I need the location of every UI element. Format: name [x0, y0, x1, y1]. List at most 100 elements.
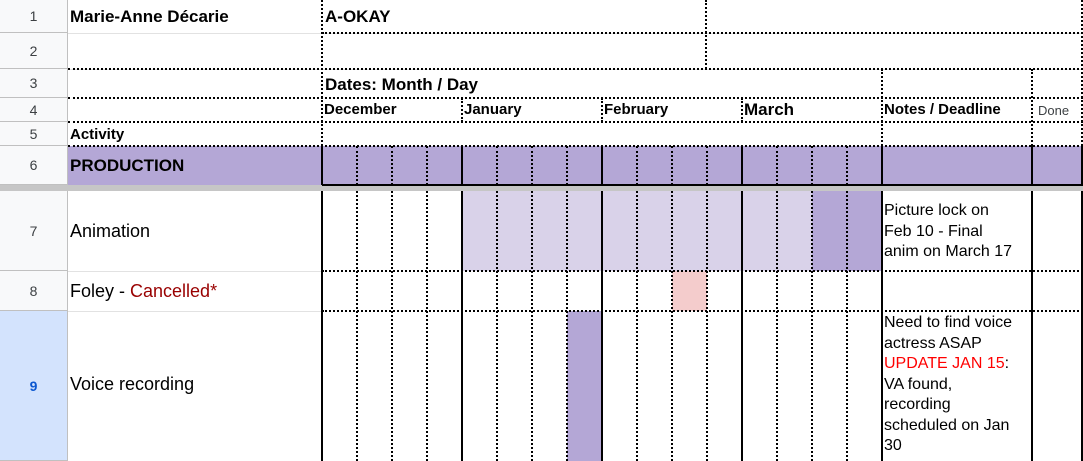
month-february[interactable]: February — [604, 101, 669, 118]
border-dotted — [566, 191, 568, 461]
border-dotted — [426, 191, 428, 461]
production-band — [68, 146, 1083, 185]
border-dotted — [68, 145, 1083, 147]
row-header-1[interactable]: 1 — [0, 0, 68, 33]
row-header-7[interactable]: 7 — [0, 191, 68, 271]
border-solid — [881, 191, 883, 461]
border-dotted — [68, 97, 1083, 99]
row-number: 9 — [29, 377, 38, 394]
row-number: 5 — [29, 125, 38, 142]
border-solid — [741, 191, 743, 461]
row-header-3[interactable]: 3 — [0, 69, 68, 98]
border-dotted — [531, 146, 533, 185]
border-dotted — [671, 191, 673, 461]
border-solid — [321, 191, 323, 461]
border-solid — [461, 146, 463, 185]
note-line: 30 — [884, 437, 902, 454]
activity-animation[interactable]: Animation — [70, 221, 151, 241]
note-line: Need to find voice — [884, 314, 1013, 331]
border-dotted — [776, 191, 778, 461]
note-punct: : — [1004, 355, 1010, 372]
production-section-label[interactable]: PRODUCTION — [70, 156, 185, 175]
note-line: scheduled on Jan — [884, 416, 1010, 434]
border-dotted — [741, 98, 743, 122]
row-header-9[interactable]: 9 — [0, 311, 68, 461]
note-line: UPDATE JAN 15: — [884, 354, 1030, 375]
project-title-cell[interactable]: A-OKAY — [325, 7, 391, 26]
border-dotted — [706, 146, 708, 185]
border-solid — [741, 146, 743, 185]
border-dotted — [496, 191, 498, 461]
border-dotted — [776, 146, 778, 185]
border-dotted — [881, 69, 883, 146]
border-solid — [1031, 191, 1033, 461]
foley-label: Foley - — [70, 281, 131, 301]
border-dotted — [705, 0, 707, 69]
row-number: 6 — [29, 157, 38, 173]
border-dotted — [356, 191, 358, 461]
row-header-5[interactable]: 5 — [0, 122, 68, 146]
border-dotted — [636, 191, 638, 461]
row-header-4[interactable]: 4 — [0, 98, 68, 122]
border-dotted — [391, 146, 393, 185]
border-dotted — [356, 146, 358, 185]
border-dotted — [671, 146, 673, 185]
note-line: recording — [884, 396, 951, 413]
dates-label-cell[interactable]: Dates: Month / Day — [325, 75, 479, 94]
row-header-8[interactable]: 8 — [0, 271, 68, 311]
border-solid — [322, 184, 1083, 186]
border-dotted — [601, 98, 603, 122]
row-header-6[interactable]: 6 — [0, 146, 68, 185]
row-header-2[interactable]: 2 — [0, 33, 68, 69]
voice-notes-cell[interactable]: Need to find voice actress ASAP UPDATE J… — [884, 313, 1030, 457]
border-dotted — [322, 32, 1083, 34]
border-dotted — [461, 98, 463, 122]
border-dotted — [846, 191, 848, 461]
row-number: 7 — [29, 222, 38, 239]
month-december[interactable]: December — [324, 101, 397, 118]
border-dotted — [322, 270, 1083, 272]
row-number: 1 — [29, 8, 38, 24]
activity-voice-recording[interactable]: Voice recording — [70, 374, 195, 394]
border-dotted — [811, 146, 813, 185]
border-dotted — [321, 0, 323, 146]
frozen-rows-divider[interactable] — [0, 185, 1083, 191]
cancelled-status: Cancelled* — [130, 281, 218, 301]
done-header[interactable]: Done — [1038, 103, 1070, 118]
note-line: anim on March 17 — [884, 243, 1013, 260]
border-solid — [461, 191, 463, 461]
border-solid — [601, 146, 603, 185]
gridline — [68, 311, 322, 312]
border-dotted — [566, 146, 568, 185]
row-number: 4 — [29, 101, 38, 118]
notes-deadline-header[interactable]: Notes / Deadline — [884, 101, 1001, 118]
border-solid — [321, 146, 323, 185]
border-dotted — [68, 68, 1083, 70]
note-line: Picture lock on — [884, 202, 989, 219]
owner-name-cell[interactable]: Marie-Anne Décarie — [70, 7, 229, 26]
border-dotted — [426, 146, 428, 185]
note-line: actress ASAP — [884, 334, 982, 352]
border-dotted — [322, 310, 1083, 312]
border-solid — [881, 146, 883, 185]
note-line: Feb 10 - Final — [884, 222, 983, 240]
border-dotted — [68, 121, 1083, 123]
update-highlight: UPDATE JAN 15 — [884, 355, 1005, 372]
border-dotted — [391, 191, 393, 461]
border-dotted — [636, 146, 638, 185]
border-solid — [1081, 191, 1083, 461]
activity-header[interactable]: Activity — [70, 126, 125, 143]
gridline — [68, 271, 322, 272]
border-solid — [601, 191, 603, 461]
border-dotted — [846, 146, 848, 185]
activity-foley[interactable]: Foley - Cancelled* — [70, 281, 217, 302]
border-dotted — [531, 191, 533, 461]
border-solid — [1031, 146, 1033, 185]
month-january[interactable]: January — [464, 101, 522, 118]
row-number: 2 — [29, 42, 38, 59]
foley-cancelled-cell — [672, 271, 707, 311]
row-number: 3 — [29, 75, 38, 91]
row-number: 8 — [29, 282, 38, 299]
month-march[interactable]: March — [744, 100, 795, 119]
animation-notes-cell[interactable]: Picture lock on Feb 10 - Final anim on M… — [884, 201, 1030, 263]
